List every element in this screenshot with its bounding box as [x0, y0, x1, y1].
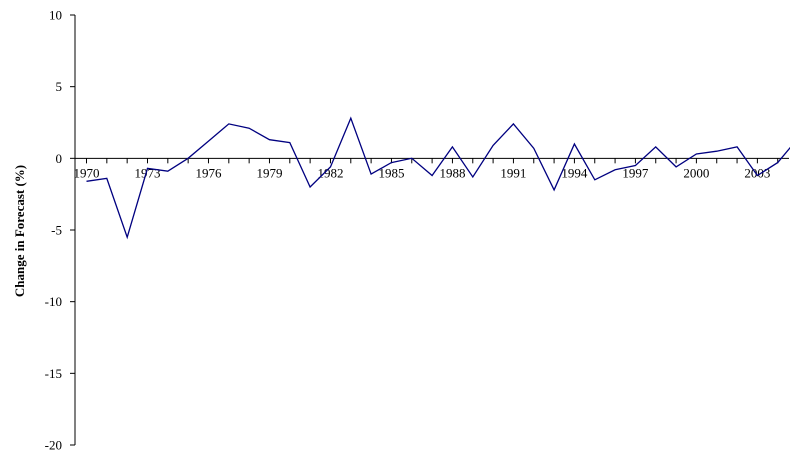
series-line — [86, 116, 790, 240]
x-tick-label: 1979 — [256, 165, 282, 180]
x-tick-label: 1994 — [561, 165, 588, 180]
y-axis: 10 5 0 -5 -10 -15 -20 — [45, 8, 76, 453]
y-tick-label: 0 — [56, 151, 63, 166]
y-tick-label: -20 — [45, 438, 62, 453]
x-tick-label: 1988 — [439, 165, 465, 180]
x-axis: 1970 1973 1976 1979 1982 1985 1988 1991 1994 1997… — [74, 157, 789, 180]
y-tick-label: -5 — [51, 223, 62, 238]
y-tick-label: -10 — [45, 294, 62, 309]
x-tick-label: 1982 — [317, 165, 343, 180]
x-tick-label: 1970 — [74, 165, 100, 180]
y-axis-title: Change in Forecast (%) — [12, 165, 27, 297]
x-tick-label: 1976 — [195, 165, 222, 180]
x-tick-label: 1997 — [622, 165, 649, 180]
x-tick-label: 2003 — [744, 165, 770, 180]
y-tick-label: 10 — [49, 8, 62, 23]
x-tick-label: 2000 — [683, 165, 709, 180]
x-tick-label: 1991 — [500, 165, 526, 180]
y-tick-label: -15 — [45, 366, 62, 381]
x-tick-label: 1973 — [134, 165, 160, 180]
x-tick-label: 1985 — [378, 165, 404, 180]
series-layer — [86, 116, 790, 240]
y-tick-label: 5 — [56, 79, 63, 94]
